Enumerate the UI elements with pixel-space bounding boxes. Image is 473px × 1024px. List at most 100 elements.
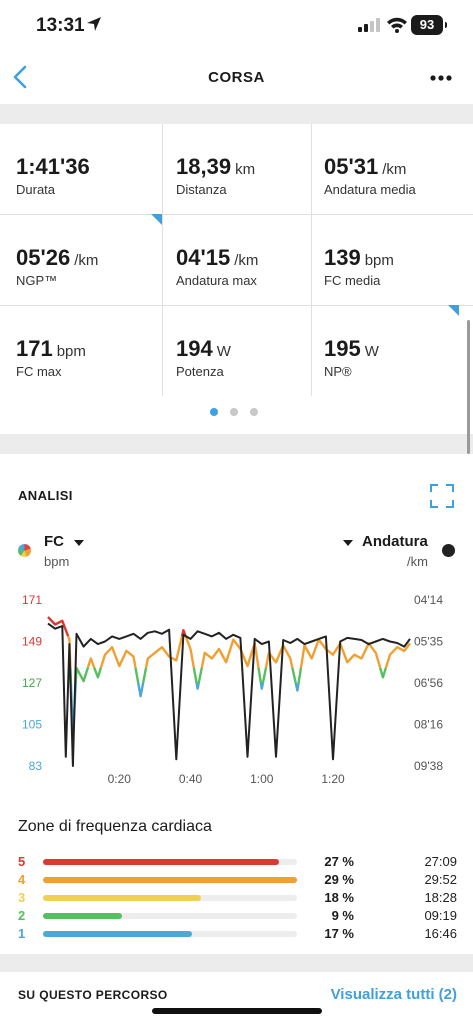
route-section-title: SU QUESTO PERCORSO (18, 988, 168, 1002)
stat-label: Distanza (176, 182, 227, 197)
stat-durata: 1:41'36 Durata (0, 124, 151, 214)
stat-unit: bpm (364, 252, 394, 269)
section-divider (0, 954, 473, 972)
zone-bar-fill (43, 913, 122, 919)
zone-percent: 27 % (324, 854, 354, 869)
zones-title: Zone di frequenza cardiaca (18, 818, 212, 835)
info-corner-marker (151, 214, 162, 225)
stat-label: Andatura max (176, 273, 257, 288)
wifi-icon (387, 17, 407, 33)
x-axis-tick: 0:20 (108, 772, 132, 786)
stat-ngp: 05'26/km NGP™ (0, 215, 151, 305)
zone-time: 09:19 (424, 908, 457, 923)
grid-divider (311, 124, 312, 396)
stat-label: Durata (16, 182, 56, 197)
zone-time: 29:52 (424, 872, 457, 887)
scrollbar[interactable] (467, 320, 470, 454)
status-time: 13:31 (36, 15, 85, 36)
stat-unit: /km (382, 161, 407, 178)
stat-label: Potenza (176, 364, 224, 379)
caret-down-icon[interactable] (74, 540, 84, 546)
cellular-signal-icon (358, 18, 380, 32)
back-chevron-icon[interactable] (10, 64, 32, 90)
section-divider (0, 104, 473, 124)
zone-time: 27:09 (424, 854, 457, 869)
stat-unit: /km (234, 252, 259, 269)
pace-legend-dot (442, 544, 455, 557)
page-dot-active[interactable] (210, 408, 218, 416)
left-axis-tick: 83 (29, 759, 43, 773)
right-axis-tick: 05'35 (414, 635, 443, 649)
page-dot[interactable] (230, 408, 238, 416)
zone-bar-fill (43, 877, 297, 883)
zone-row-3: 3 18 % 18:28 (0, 890, 473, 907)
stat-andatura-max: 04'15/km Andatura max (160, 215, 311, 305)
hr-series-line (47, 616, 411, 739)
status-bar: 13:31 93 (0, 0, 473, 52)
page-dot[interactable] (250, 408, 258, 416)
location-arrow-icon (87, 17, 101, 31)
grid-divider (162, 124, 163, 396)
stat-label: Andatura media (324, 182, 416, 197)
zone-percent: 9 % (331, 908, 354, 923)
right-metric-selector[interactable]: Andatura (362, 533, 428, 550)
hr-zone-legend-icon (18, 544, 31, 557)
home-indicator (152, 1008, 322, 1014)
zone-bar-track (43, 913, 297, 919)
stat-unit: bpm (56, 343, 86, 360)
left-axis-tick: 127 (22, 676, 42, 690)
zone-number: 1 (18, 926, 26, 941)
left-axis-tick: 149 (22, 635, 42, 649)
stat-value: 139 (324, 245, 361, 270)
stat-value: 195 (324, 336, 361, 361)
grid-divider (0, 214, 473, 215)
grid-divider (0, 305, 473, 306)
stat-value: 171 (16, 336, 53, 361)
zone-number: 4 (18, 872, 26, 887)
more-options-icon[interactable] (430, 75, 452, 81)
stats-grid[interactable]: 1:41'36 Durata 18,39 km Distanza 05'31/km… (0, 124, 473, 396)
stat-unit: W (364, 343, 379, 360)
view-all-link[interactable]: Visualizza tutti (2) (330, 986, 457, 1003)
stat-label: FC media (324, 273, 381, 288)
zone-percent: 29 % (324, 872, 354, 887)
analysis-chart[interactable]: 171 149 127 105 83 04'14 05'35 06'56 08'16 09'38 0… (0, 590, 473, 790)
info-corner-marker (448, 305, 459, 316)
stat-distanza: 18,39 km Distanza (160, 124, 311, 214)
stat-label: NP® (324, 364, 352, 379)
right-axis-tick: 09'38 (414, 759, 443, 773)
zone-row-4: 4 29 % 29:52 (0, 872, 473, 889)
fullscreen-expand-icon[interactable] (430, 484, 454, 508)
right-axis-tick: 04'14 (414, 593, 443, 607)
zone-bar-track (43, 877, 297, 883)
zone-time: 16:46 (424, 926, 457, 941)
nav-bar: CORSA (0, 52, 473, 104)
stat-potenza: 194 W Potenza (160, 306, 311, 396)
right-axis-tick: 06'56 (414, 676, 443, 690)
x-axis-tick: 1:00 (250, 772, 274, 786)
zone-bar-track (43, 859, 297, 865)
zone-row-5: 5 27 % 27:09 (0, 854, 473, 871)
zone-percent: 17 % (324, 926, 354, 941)
stat-label: FC max (16, 364, 62, 379)
zone-time: 18:28 (424, 890, 457, 905)
stat-value: 1:41'36 (16, 154, 90, 179)
zone-bar-fill (43, 895, 201, 901)
zone-number: 2 (18, 908, 26, 923)
zone-percent: 18 % (324, 890, 354, 905)
x-axis-tick: 0:40 (179, 772, 203, 786)
zone-row-2: 2 9 % 09:19 (0, 908, 473, 925)
stat-value: 194 (176, 336, 213, 361)
left-metric-unit: bpm (44, 554, 70, 569)
section-divider (0, 434, 473, 454)
zone-bar-track (43, 931, 297, 937)
stat-value: 18,39 (176, 154, 232, 179)
caret-down-icon[interactable] (343, 540, 353, 546)
page-title: CORSA (208, 69, 265, 86)
right-axis-tick: 08'16 (414, 718, 443, 732)
left-metric-selector[interactable]: FC (44, 533, 64, 550)
stat-np: 195 W NP® (308, 306, 459, 396)
stat-unit: /km (74, 252, 99, 269)
pace-series-line (47, 622, 411, 767)
zone-number: 3 (18, 890, 26, 905)
